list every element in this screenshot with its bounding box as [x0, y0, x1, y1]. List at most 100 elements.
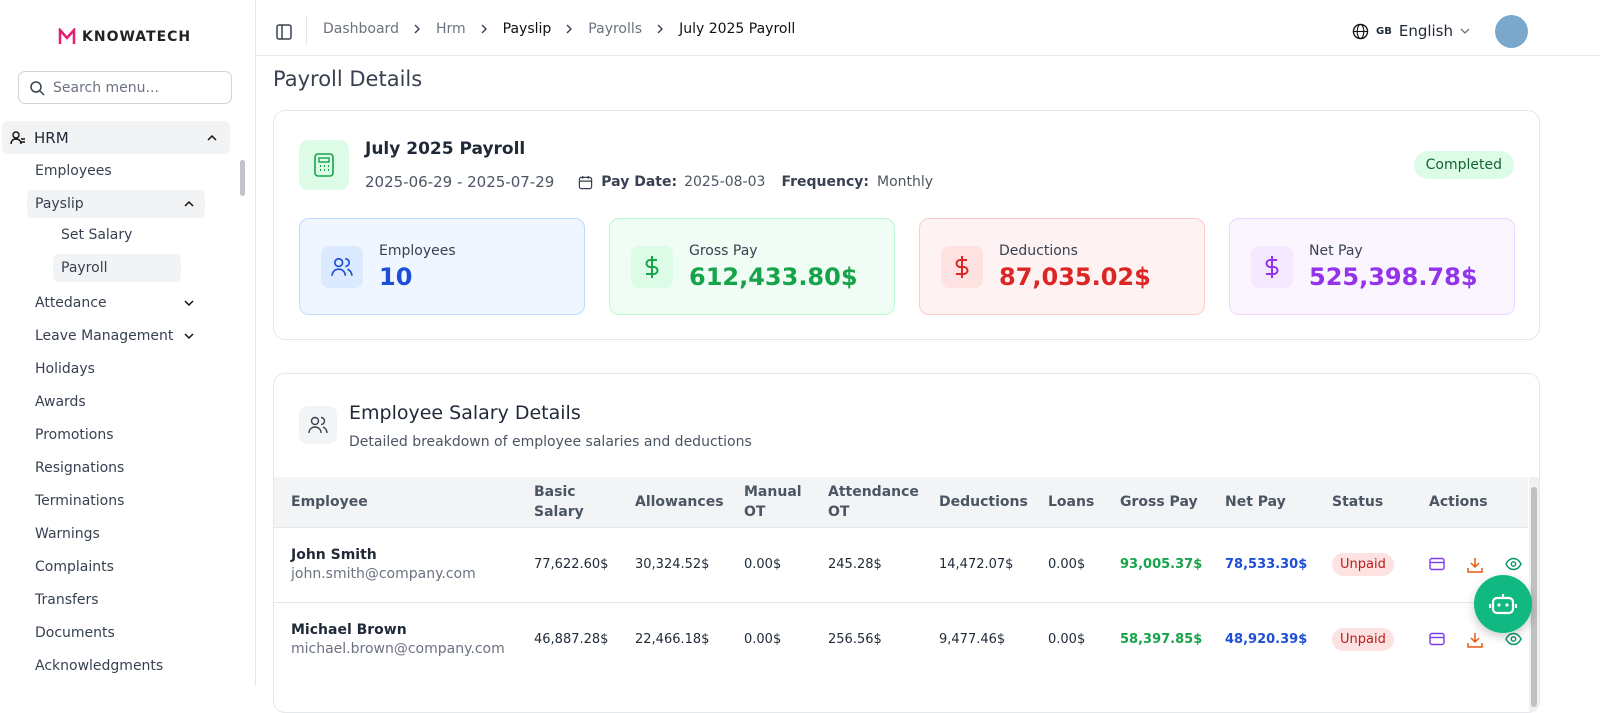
- brand-name: KNOWATECH: [82, 29, 192, 45]
- menu-item-label: Acknowledgments: [35, 658, 164, 674]
- menu-item[interactable]: Holidays: [27, 355, 205, 383]
- breadcrumb-item[interactable]: Hrm: [435, 21, 466, 37]
- page-title: Payroll Details: [273, 67, 423, 91]
- menu-item-label: Promotions: [35, 427, 114, 443]
- stat-icon: [631, 246, 673, 288]
- submenu-item-label: Payroll: [61, 260, 108, 276]
- stat-icon: [941, 246, 983, 288]
- payroll-title: July 2025 Payroll: [365, 139, 526, 159]
- employee-name: John Smith: [291, 547, 377, 563]
- menu-item-label: Transfers: [35, 592, 99, 608]
- frequency: Monthly: [876, 174, 934, 190]
- column-header: Basic Salary: [534, 477, 635, 527]
- column-header: Status: [1332, 477, 1429, 527]
- salary-card: Employee Salary Details Detailed breakdo…: [273, 373, 1540, 713]
- menu-item-label: Leave Management: [35, 328, 174, 344]
- users-icon: [299, 406, 337, 444]
- status-badge: Unpaid: [1332, 553, 1394, 576]
- pay-date: 2025-08-03: [684, 174, 766, 190]
- language-name: English: [1398, 22, 1454, 40]
- stat-icon: [321, 246, 363, 288]
- amount-cell: 14,472.07$: [939, 526, 1048, 602]
- submenu-item-label: Set Salary: [61, 227, 133, 243]
- employee-email: michael.brown@company.com: [291, 641, 505, 658]
- amount-cell: 22,466.18$: [635, 601, 744, 677]
- menu-item[interactable]: Promotions: [27, 421, 205, 449]
- amount-cell: 245.28$: [828, 526, 939, 602]
- menu-item-label: Warnings: [35, 526, 100, 542]
- search-placeholder: Search menu...: [53, 79, 159, 96]
- language-switch[interactable]: GB English: [1352, 22, 1470, 40]
- menu-item-label: Awards: [35, 394, 86, 410]
- stat-label: Gross Pay: [689, 243, 758, 259]
- amount-cell: 77,622.60$: [534, 526, 635, 602]
- menu-item[interactable]: Documents: [27, 619, 205, 647]
- menu-item-label: Complaints: [35, 559, 114, 575]
- menu-item-label: Documents: [35, 625, 115, 641]
- language-code: GB: [1376, 25, 1392, 37]
- breadcrumb-item[interactable]: Payslip: [502, 21, 552, 37]
- menu-group[interactable]: HRM: [2, 121, 230, 154]
- menu-item[interactable]: Payslip: [27, 190, 205, 218]
- amount-cell: 78,533.30$: [1225, 526, 1332, 602]
- section-title: Employee Salary Details: [349, 402, 581, 424]
- amount-cell: 30,324.52$: [635, 526, 744, 602]
- status-badge: Unpaid: [1332, 628, 1394, 652]
- stat-card: Net Pay 525,398.78$: [1229, 218, 1515, 315]
- menu-item[interactable]: Awards: [27, 388, 205, 416]
- amount-cell: 0.00$: [744, 526, 828, 602]
- menu-group-label: HRM: [34, 128, 69, 147]
- breadcrumb-item[interactable]: Dashboard: [323, 21, 399, 37]
- chatbot-button[interactable]: [1474, 575, 1532, 633]
- table-row: John Smith john.smith@company.com 77,622.6…: [274, 526, 1528, 602]
- submenu-item[interactable]: Payroll: [53, 254, 181, 282]
- breadcrumb-item[interactable]: Payrolls: [588, 21, 643, 37]
- scrollbar: [240, 160, 245, 196]
- amount-cell: 9,477.46$: [939, 601, 1048, 677]
- status-cell: Unpaid: [1332, 601, 1429, 677]
- status-badge: Completed: [1413, 151, 1514, 179]
- menu-item[interactable]: Attedance: [27, 289, 205, 317]
- breadcrumb-item: July 2025 Payroll: [679, 21, 796, 37]
- menu-item-label: Payslip: [35, 196, 84, 212]
- sidebar: KNOWATECH Search menu... HRM Employees Pa…: [0, 0, 256, 686]
- stat-value: 87,035.02$: [999, 263, 1151, 291]
- amount-cell: 0.00$: [744, 601, 828, 677]
- logo[interactable]: KNOWATECH: [58, 28, 191, 46]
- pay-date-label: Pay Date:: [601, 174, 678, 190]
- column-header: Actions: [1429, 477, 1528, 527]
- section-subtitle: Detailed breakdown of employee salaries …: [349, 434, 752, 450]
- menu-item[interactable]: Resignations: [27, 454, 205, 482]
- frequency-label: Frequency:: [781, 174, 869, 190]
- stat-label: Net Pay: [1309, 243, 1363, 259]
- menu-item-label: Holidays: [35, 361, 95, 377]
- stat-card: Gross Pay 612,433.80$: [609, 218, 895, 315]
- menu-item[interactable]: Terminations: [27, 487, 205, 515]
- stat-label: Deductions: [999, 243, 1078, 259]
- menu-item-label: Terminations: [35, 493, 125, 509]
- submenu-item[interactable]: Set Salary: [53, 221, 181, 249]
- amount-cell: 93,005.37$: [1120, 526, 1225, 602]
- top-bar: Dashboard Hrm Payslip Payrolls July 2025 Pay…: [256, 6, 1600, 56]
- stat-value: 10: [379, 263, 413, 291]
- payroll-period: 2025-06-29 - 2025-07-29: [365, 173, 555, 191]
- employee-email: john.smith@company.com: [291, 566, 476, 582]
- employee-name: Michael Brown: [291, 622, 407, 639]
- avatar[interactable]: [1495, 15, 1528, 48]
- menu-item[interactable]: Transfers: [27, 586, 205, 614]
- sidebar-toggle[interactable]: [276, 24, 292, 40]
- menu-item-label: Attedance: [35, 295, 107, 311]
- column-header: Net Pay: [1225, 477, 1332, 527]
- menu-item[interactable]: Warnings: [27, 520, 205, 548]
- column-header: Allowances: [635, 477, 744, 527]
- menu-item[interactable]: Complaints: [27, 553, 205, 581]
- stat-icon: [1251, 246, 1293, 288]
- menu-item[interactable]: Employees: [27, 157, 205, 185]
- amount-cell: 256.56$: [828, 601, 939, 677]
- search-input[interactable]: Search menu...: [18, 71, 232, 104]
- menu-item[interactable]: Acknowledgments: [27, 652, 205, 680]
- menu-item[interactable]: Leave Management: [27, 322, 205, 350]
- status-cell: Unpaid: [1332, 526, 1429, 602]
